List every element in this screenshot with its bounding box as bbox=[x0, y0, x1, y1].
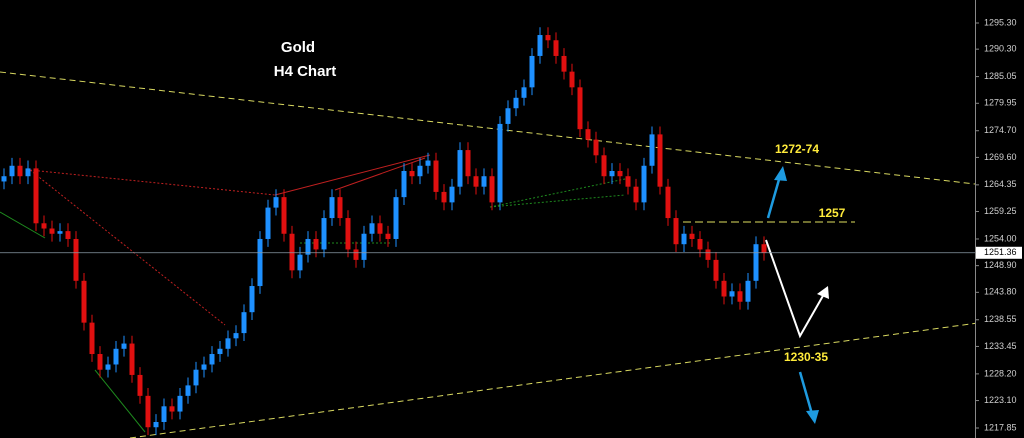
trend-line bbox=[129, 321, 986, 438]
y-tick-label: 1274.70 bbox=[984, 125, 1017, 135]
y-tick-label: 1264.35 bbox=[984, 179, 1017, 189]
trend-line bbox=[0, 71, 976, 185]
y-tick-label: 1290.30 bbox=[984, 44, 1017, 54]
price-axis bbox=[975, 0, 1024, 438]
y-tick-label: 1243.80 bbox=[984, 287, 1017, 297]
arrows bbox=[765, 166, 829, 424]
pattern-line bbox=[334, 157, 426, 191]
y-tick-label: 1259.25 bbox=[984, 206, 1017, 216]
y-tick-label: 1233.45 bbox=[984, 341, 1017, 351]
pattern-line bbox=[94, 369, 146, 433]
pattern-line bbox=[29, 169, 276, 196]
y-tick-label: 1248.90 bbox=[984, 260, 1017, 270]
y-tick-label: 1238.55 bbox=[984, 314, 1017, 324]
arrow-head bbox=[774, 166, 787, 181]
annotation: 1272-74 bbox=[775, 142, 819, 156]
y-tick-label: 1279.95 bbox=[984, 98, 1017, 108]
y-tick-label: 1285.05 bbox=[984, 71, 1017, 81]
last-price-box bbox=[976, 246, 1022, 259]
chart-title: Gold bbox=[281, 39, 315, 56]
pattern-line bbox=[0, 211, 46, 239]
y-tick-label: 1217.85 bbox=[984, 422, 1017, 432]
pattern-line bbox=[274, 154, 431, 196]
pattern-line bbox=[29, 169, 226, 326]
annotation: 1230-35 bbox=[784, 350, 828, 364]
y-tick-label: 1254.00 bbox=[984, 233, 1017, 243]
arrow bbox=[766, 175, 782, 219]
arrow-head bbox=[817, 286, 829, 299]
arrow bbox=[765, 239, 825, 339]
arrow-head bbox=[806, 410, 819, 424]
last-price-label: 1251.36 bbox=[984, 247, 1017, 257]
pattern-line bbox=[489, 194, 626, 208]
y-tick-label: 1269.60 bbox=[984, 152, 1017, 162]
chart-subtitle: H4 Chart bbox=[274, 63, 337, 80]
y-tick-label: 1228.20 bbox=[984, 368, 1017, 378]
y-tick-label: 1223.10 bbox=[984, 395, 1017, 405]
y-tick-label: 1295.30 bbox=[984, 17, 1017, 27]
arrow bbox=[798, 371, 814, 415]
annotation: 1257 bbox=[819, 206, 846, 220]
drawings bbox=[0, 71, 986, 438]
